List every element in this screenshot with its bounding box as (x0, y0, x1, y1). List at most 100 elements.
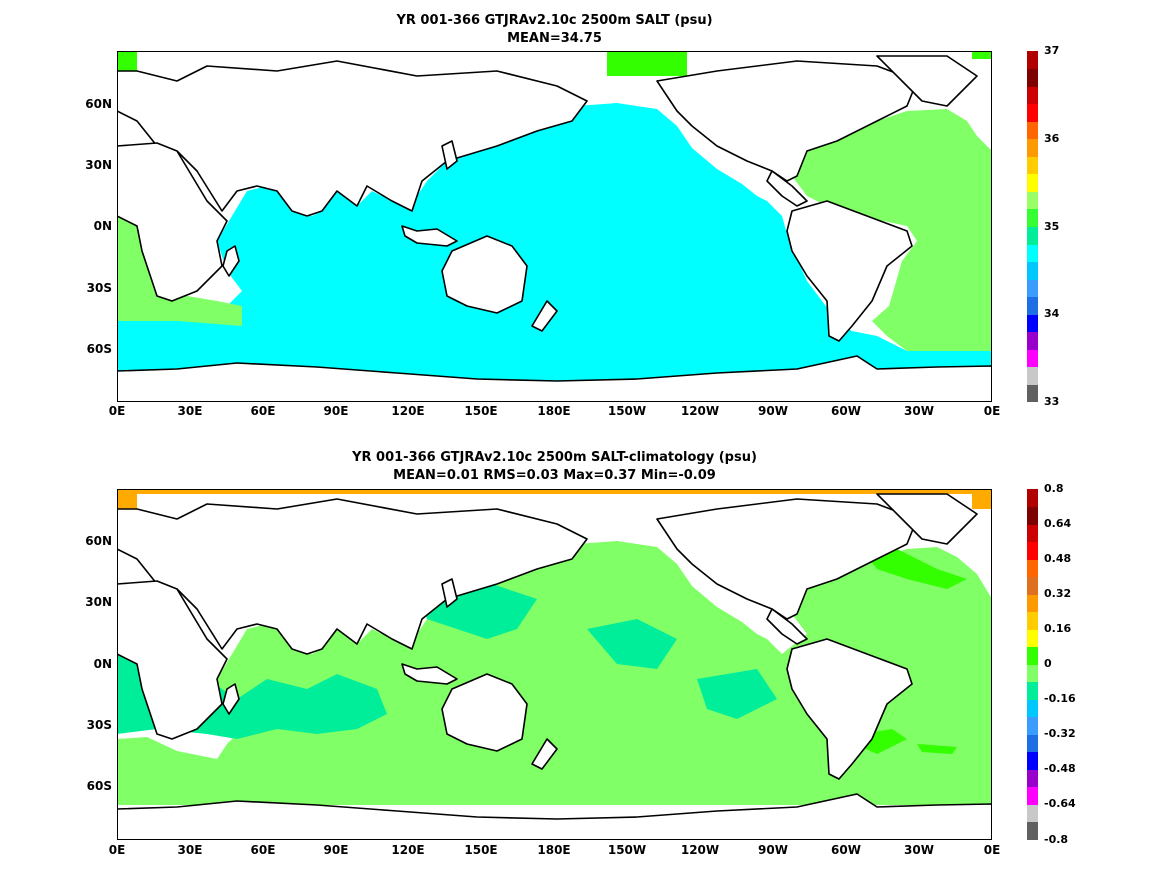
salinity-anomaly-map (117, 489, 992, 840)
colorbar-label: 0.32 (1044, 587, 1072, 600)
lon-label: 0E (108, 843, 126, 857)
colorbar-segment (1027, 208, 1038, 227)
colorbar-segment (1027, 734, 1038, 752)
lon-label: 150W (607, 843, 647, 857)
lat-label: 60N (85, 534, 112, 548)
colorbar-label: 35 (1044, 220, 1060, 233)
lon-label: 180E (537, 404, 571, 418)
lon-label: 90E (323, 404, 349, 418)
colorbar-segment (1027, 681, 1038, 700)
colorbar-segment (1027, 191, 1038, 210)
lon-label: 90E (323, 843, 349, 857)
lon-label: 60W (831, 843, 861, 857)
title-line-1: YR 001-366 GTJRAv2.10c 2500m SALT-climat… (352, 450, 757, 465)
lon-label: 60E (250, 404, 276, 418)
panel-title: YR 001-366 GTJRAv2.10c 2500m SALT (psu) … (117, 12, 992, 48)
lon-label: 30E (177, 843, 203, 857)
colorbar-segment (1027, 646, 1038, 665)
colorbar-segment (1027, 349, 1038, 368)
lon-label: 0E (108, 404, 126, 418)
lon-label: 30E (177, 404, 203, 418)
colorbar-segment (1027, 524, 1038, 542)
lat-label: 0N (93, 657, 112, 671)
colorbar-label: 0 (1044, 657, 1052, 670)
lon-label: 90W (758, 843, 788, 857)
lat-label: 30N (85, 595, 112, 609)
lat-label: 30S (86, 718, 112, 732)
colorbar-segment (1027, 226, 1038, 245)
colorbar-label: 34 (1044, 307, 1060, 320)
colorbar-segment (1027, 314, 1038, 333)
lon-label: 30W (904, 404, 934, 418)
colorbar-label: -0.8 (1044, 833, 1069, 846)
lon-label: 90W (758, 404, 788, 418)
lon-label: 120E (391, 404, 425, 418)
lon-label: 150E (464, 404, 498, 418)
colorbar-segment (1027, 261, 1038, 280)
colorbar-label: -0.64 (1044, 797, 1076, 810)
lat-label: 0N (93, 219, 112, 233)
colorbar-label: -0.16 (1044, 692, 1076, 705)
colorbar-label: 37 (1044, 44, 1060, 57)
lat-label: 30S (86, 281, 112, 295)
lon-label: 30W (904, 843, 934, 857)
colorbar-segment (1027, 541, 1038, 560)
colorbar-segment (1027, 173, 1038, 192)
colorbar-segment (1027, 384, 1038, 403)
colorbar-segment (1027, 489, 1038, 507)
lon-label: 150W (607, 404, 647, 418)
lon-label: 120W (680, 843, 720, 857)
colorbar-segment (1027, 559, 1038, 577)
colorbar-segment (1027, 366, 1038, 385)
colorbar-segment (1027, 331, 1038, 350)
colorbar (1027, 51, 1038, 403)
lon-label: 120E (391, 843, 425, 857)
colorbar-segment (1027, 699, 1038, 717)
lat-label: 60N (85, 97, 112, 111)
colorbar-segment (1027, 156, 1038, 175)
colorbar-segment (1027, 769, 1038, 787)
colorbar-segment (1027, 804, 1038, 822)
lat-label: 60S (86, 779, 112, 793)
salinity-anomaly-panel: YR 001-366 GTJRAv2.10c 2500m SALT-climat… (0, 437, 1167, 874)
colorbar-segment (1027, 121, 1038, 140)
colorbar-segment (1027, 103, 1038, 122)
lon-label: 180E (537, 843, 571, 857)
panel-title: YR 001-366 GTJRAv2.10c 2500m SALT-climat… (117, 449, 992, 485)
colorbar-label: 0.8 (1044, 482, 1064, 495)
colorbar-segment (1027, 664, 1038, 682)
colorbar-segment (1027, 51, 1038, 69)
colorbar-segment (1027, 611, 1038, 630)
colorbar-label: 0.16 (1044, 622, 1072, 635)
lon-label: 120W (680, 404, 720, 418)
lat-label: 60S (86, 342, 112, 356)
lon-label: 150E (464, 843, 498, 857)
colorbar-segment (1027, 279, 1038, 298)
lon-label: 0E (983, 843, 1001, 857)
title-line-1: YR 001-366 GTJRAv2.10c 2500m SALT (psu) (396, 13, 713, 28)
colorbar-label: 0.64 (1044, 517, 1072, 530)
colorbar-label: 36 (1044, 132, 1060, 145)
colorbar-segment (1027, 716, 1038, 735)
colorbar-segment (1027, 751, 1038, 770)
colorbar-segment (1027, 138, 1038, 157)
colorbar-label: 33 (1044, 395, 1060, 408)
title-line-2: MEAN=34.75 (507, 31, 602, 46)
lon-label: 0E (983, 404, 1001, 418)
colorbar-segment (1027, 594, 1038, 612)
colorbar-segment (1027, 576, 1038, 595)
colorbar (1027, 489, 1038, 840)
colorbar-segment (1027, 506, 1038, 525)
lat-label: 30N (85, 158, 112, 172)
salinity-map (117, 51, 992, 402)
colorbar-segment (1027, 629, 1038, 647)
title-line-2: MEAN=0.01 RMS=0.03 Max=0.37 Min=-0.09 (393, 468, 716, 483)
colorbar-label: -0.48 (1044, 762, 1076, 775)
colorbar-segment (1027, 296, 1038, 315)
colorbar-segment (1027, 68, 1038, 87)
lon-label: 60W (831, 404, 861, 418)
colorbar-segment (1027, 86, 1038, 105)
colorbar-segment (1027, 786, 1038, 805)
salinity-panel: YR 001-366 GTJRAv2.10c 2500m SALT (psu) … (0, 0, 1167, 437)
colorbar-label: 0.48 (1044, 552, 1072, 565)
